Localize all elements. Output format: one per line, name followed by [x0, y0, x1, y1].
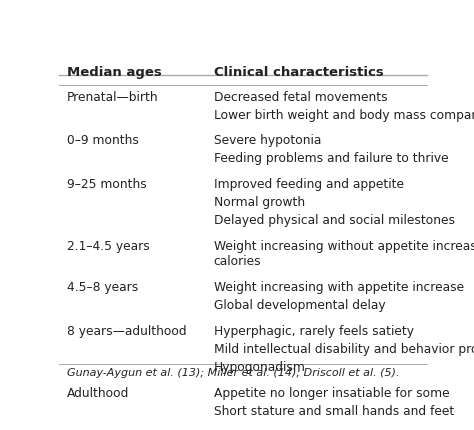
Text: Clinical characteristics: Clinical characteristics	[213, 67, 383, 80]
Text: Feeding problems and failure to thrive: Feeding problems and failure to thrive	[213, 152, 448, 165]
Text: Hyperphagic, rarely feels satiety: Hyperphagic, rarely feels satiety	[213, 325, 413, 338]
Text: Weight increasing with appetite increase: Weight increasing with appetite increase	[213, 281, 464, 295]
Text: Severe hypotonia: Severe hypotonia	[213, 134, 321, 147]
Text: Median ages: Median ages	[66, 67, 161, 80]
Text: 4.5–8 years: 4.5–8 years	[66, 281, 138, 295]
Text: Appetite no longer insatiable for some: Appetite no longer insatiable for some	[213, 387, 449, 399]
Text: Mild intellectual disability and behavior problems: Mild intellectual disability and behavio…	[213, 343, 474, 356]
Text: 9–25 months: 9–25 months	[66, 178, 146, 191]
Text: Lower birth weight and body mass compared to sibs: Lower birth weight and body mass compare…	[213, 108, 474, 122]
Text: Short stature and small hands and feet: Short stature and small hands and feet	[213, 405, 454, 418]
Text: Prenatal—birth: Prenatal—birth	[66, 91, 158, 104]
Text: 0–9 months: 0–9 months	[66, 134, 138, 147]
Text: Adulthood: Adulthood	[66, 387, 129, 399]
Text: Improved feeding and appetite: Improved feeding and appetite	[213, 178, 403, 191]
Text: Gunay-Aygun et al. (13); Miller et al. (14); Driscoll et al. (5).: Gunay-Aygun et al. (13); Miller et al. (…	[66, 368, 399, 378]
Text: 2.1–4.5 years: 2.1–4.5 years	[66, 240, 149, 253]
Text: Global developmental delay: Global developmental delay	[213, 299, 385, 312]
Text: Decreased fetal movements: Decreased fetal movements	[213, 91, 387, 104]
Text: Delayed physical and social milestones: Delayed physical and social milestones	[213, 214, 455, 227]
Text: Weight increasing without appetite increase or excess
calories: Weight increasing without appetite incre…	[213, 240, 474, 267]
Text: Normal growth: Normal growth	[213, 196, 305, 209]
Text: 8 years—adulthood: 8 years—adulthood	[66, 325, 186, 338]
Text: Hypogonadism: Hypogonadism	[213, 361, 305, 374]
